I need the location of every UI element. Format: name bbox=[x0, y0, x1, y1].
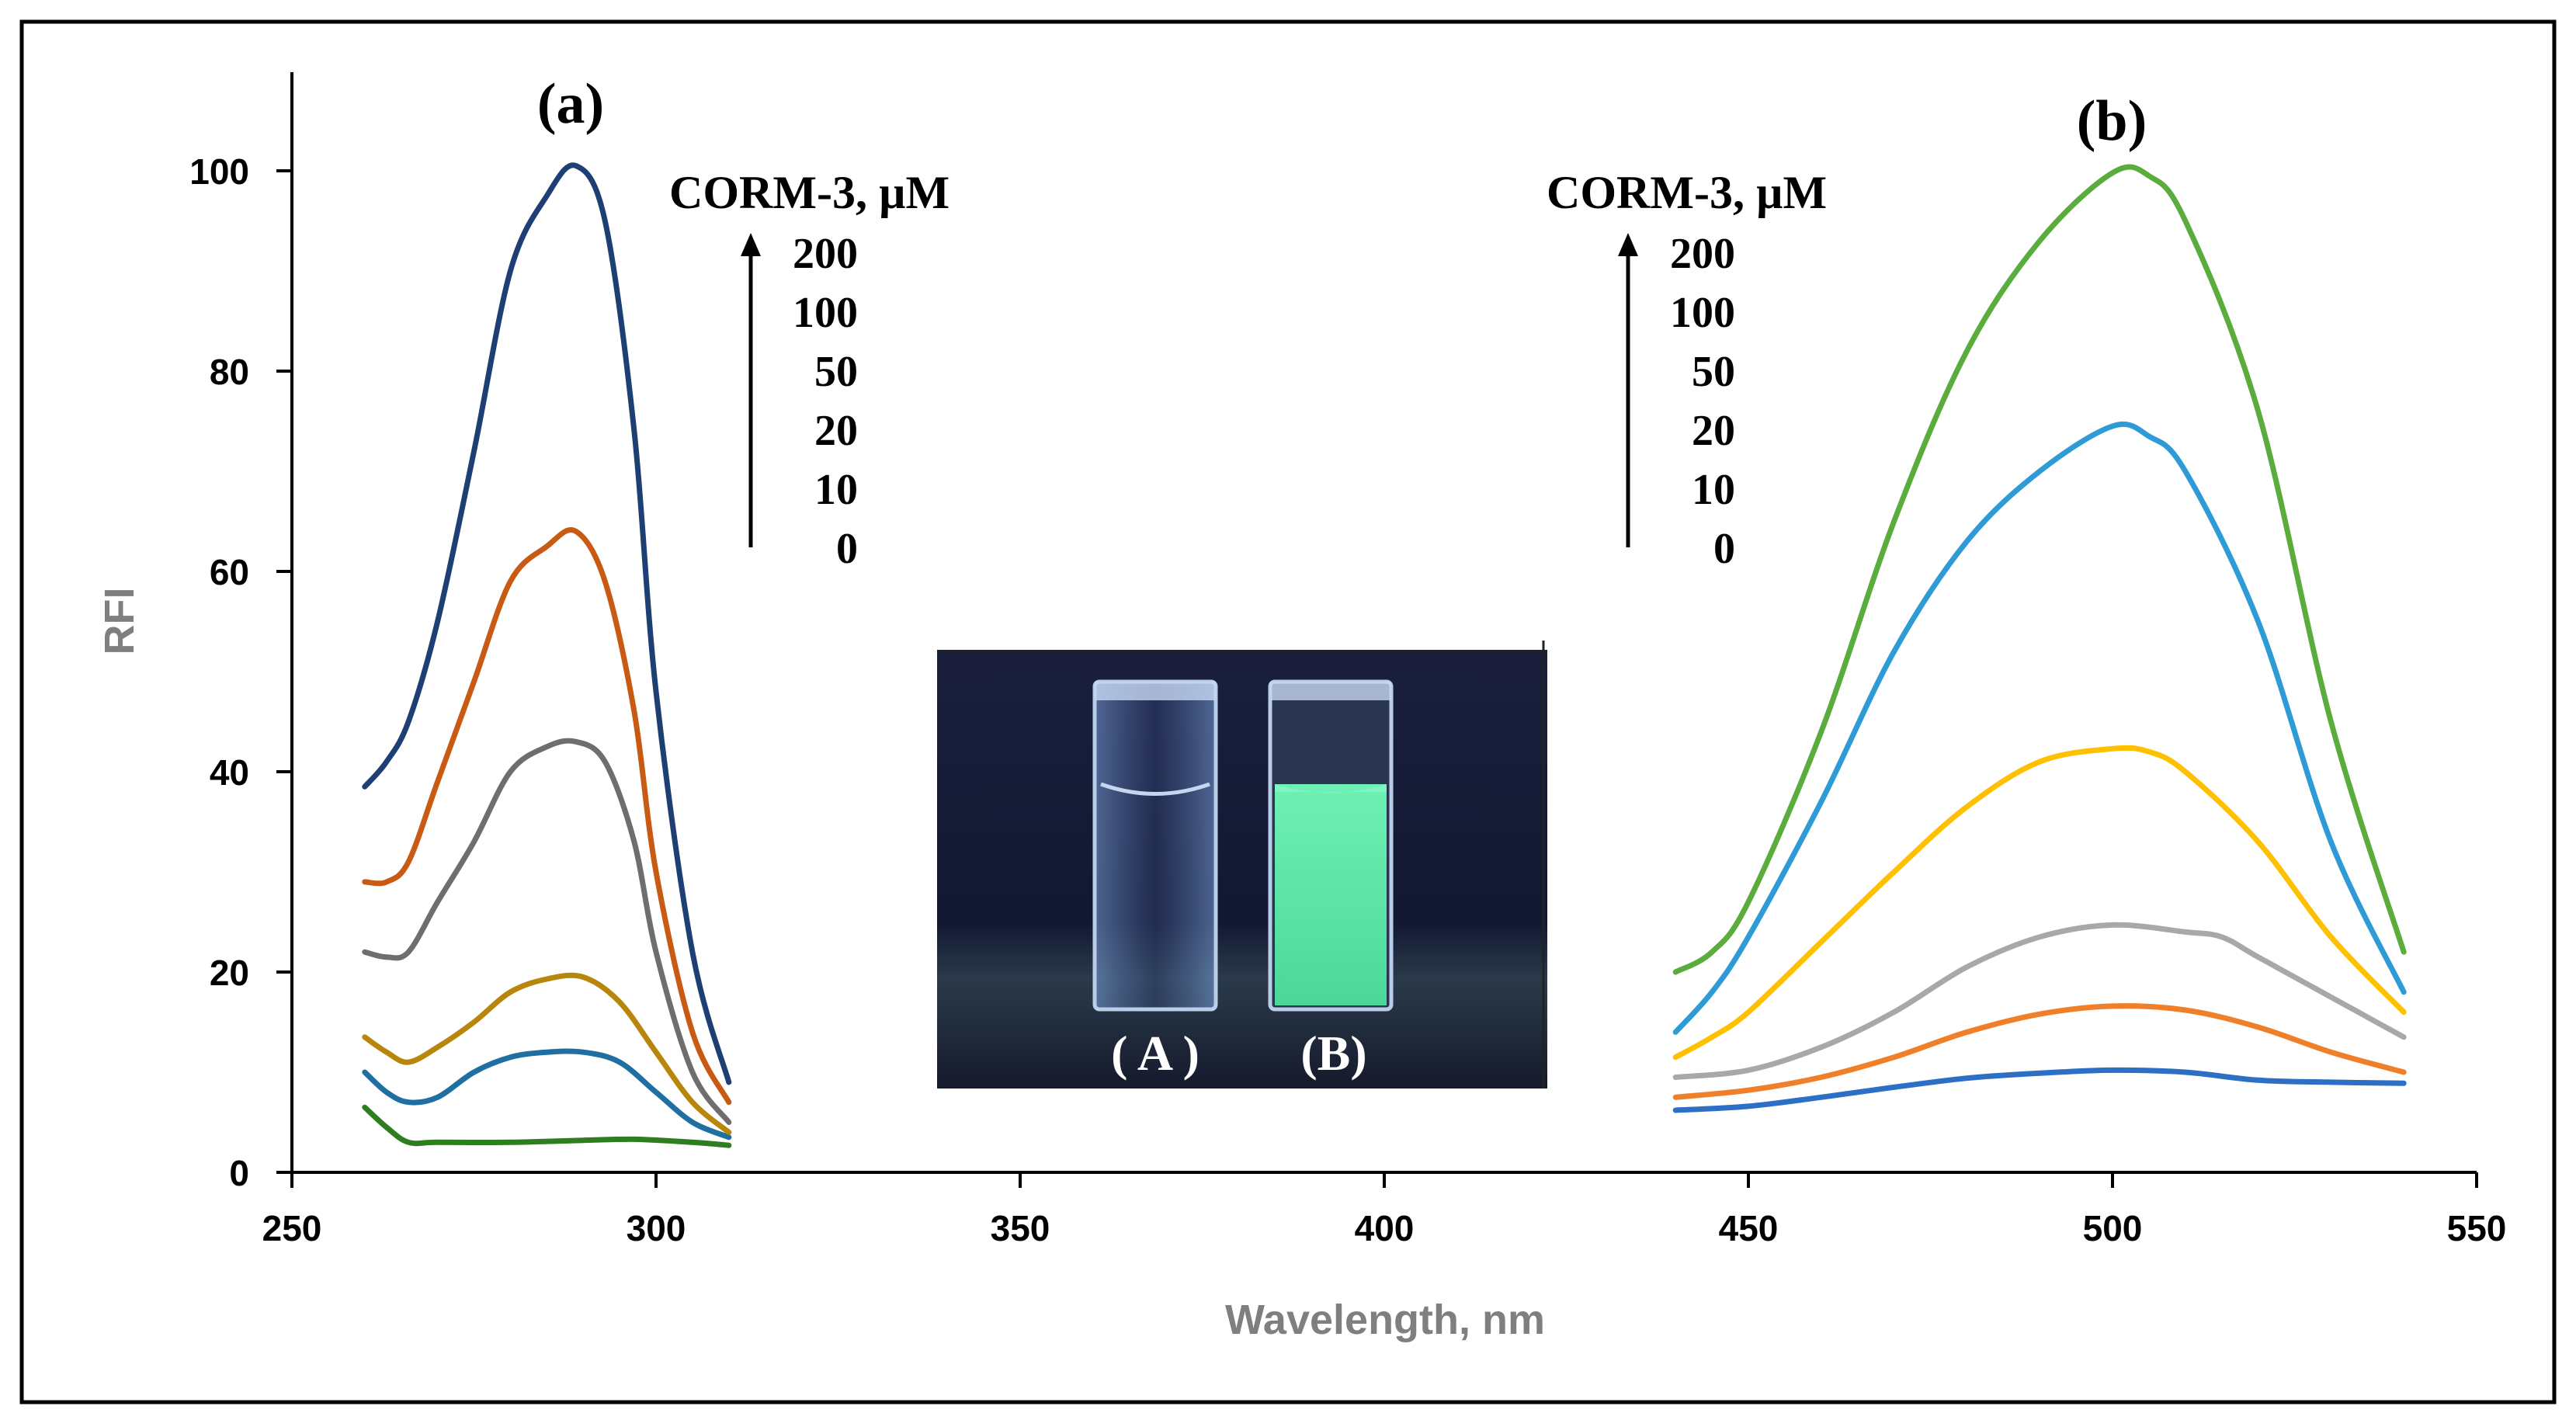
y-tick-label: 80 bbox=[210, 352, 249, 392]
x-tick-label: 300 bbox=[627, 1208, 686, 1248]
series-line-a-100 bbox=[362, 527, 732, 1106]
series-line-a-10 bbox=[362, 1048, 732, 1141]
series-line-b-0 bbox=[1672, 1067, 2407, 1113]
series-line-b-200 bbox=[1672, 164, 2407, 975]
legend-a-arrow-head bbox=[741, 233, 761, 256]
legend-b-entry: 10 bbox=[1692, 466, 1735, 514]
series-line-b-100 bbox=[1672, 421, 2407, 1035]
cuvette-a-cap bbox=[1095, 682, 1216, 700]
x-tick-label: 250 bbox=[262, 1208, 322, 1248]
y-tick-label: 0 bbox=[229, 1153, 249, 1193]
cuvette-a-label: ( A ) bbox=[1111, 1026, 1199, 1081]
panel-a-series bbox=[362, 162, 732, 1148]
legend-b-entry: 50 bbox=[1692, 348, 1735, 396]
cuvette-b-meniscus bbox=[1275, 784, 1387, 793]
cuvette-b-liquid bbox=[1275, 784, 1387, 1005]
series-line-a-200 bbox=[362, 162, 732, 1085]
panel-b-series bbox=[1672, 164, 2407, 1113]
x-tick-label: 350 bbox=[991, 1208, 1050, 1248]
legend-a-entry: 0 bbox=[836, 525, 858, 573]
series-line-a-20 bbox=[362, 972, 732, 1135]
x-tick-label: 550 bbox=[2447, 1208, 2507, 1248]
legend-b-arrow-head bbox=[1618, 233, 1638, 256]
panel-a-label: (a) bbox=[537, 72, 604, 136]
legend-b-entry: 0 bbox=[1713, 525, 1735, 573]
legend-a-title: CORM-3, µM bbox=[669, 167, 950, 218]
legend-a-entry: 20 bbox=[814, 407, 858, 455]
cuvette-a-meniscus bbox=[1100, 782, 1210, 796]
inset-background bbox=[937, 651, 1547, 1088]
legend-b-title: CORM-3, µM bbox=[1547, 167, 1827, 218]
legend-a-entry: 10 bbox=[814, 466, 858, 514]
legend-b-entry: 200 bbox=[1670, 230, 1735, 278]
cuvette-b-cap bbox=[1270, 682, 1391, 700]
series-line-b-50 bbox=[1672, 745, 2407, 1061]
x-tick-label: 500 bbox=[2083, 1208, 2143, 1248]
legend-b-entry: 20 bbox=[1692, 407, 1735, 455]
y-tick-label: 100 bbox=[189, 151, 249, 192]
inset-photo: ( A ) (B) bbox=[937, 641, 1547, 1088]
cuvette-b-label: (B) bbox=[1300, 1026, 1366, 1081]
cuvette-a bbox=[1092, 679, 1218, 1012]
legend-a-entry: 100 bbox=[793, 289, 858, 337]
legend-a-entry: 50 bbox=[814, 348, 858, 396]
x-tick-label: 400 bbox=[1355, 1208, 1415, 1248]
x-axis-title: Wavelength, nm bbox=[1225, 1297, 1545, 1343]
x-tick-label: 450 bbox=[1719, 1208, 1779, 1248]
legend-a-entry: 200 bbox=[793, 230, 858, 278]
series-line-b-20 bbox=[1672, 922, 2407, 1080]
series-line-b-10 bbox=[1672, 1003, 2407, 1100]
y-tick-label: 60 bbox=[210, 552, 249, 592]
y-tick-label: 40 bbox=[210, 752, 249, 793]
series-line-a-0 bbox=[362, 1104, 732, 1148]
panel-b-label: (b) bbox=[2077, 89, 2147, 153]
y-tick-label: 20 bbox=[210, 953, 249, 993]
series-line-a-50 bbox=[362, 738, 732, 1125]
legend-b-entry: 100 bbox=[1670, 289, 1735, 337]
y-axis-title: RFI bbox=[96, 588, 143, 655]
